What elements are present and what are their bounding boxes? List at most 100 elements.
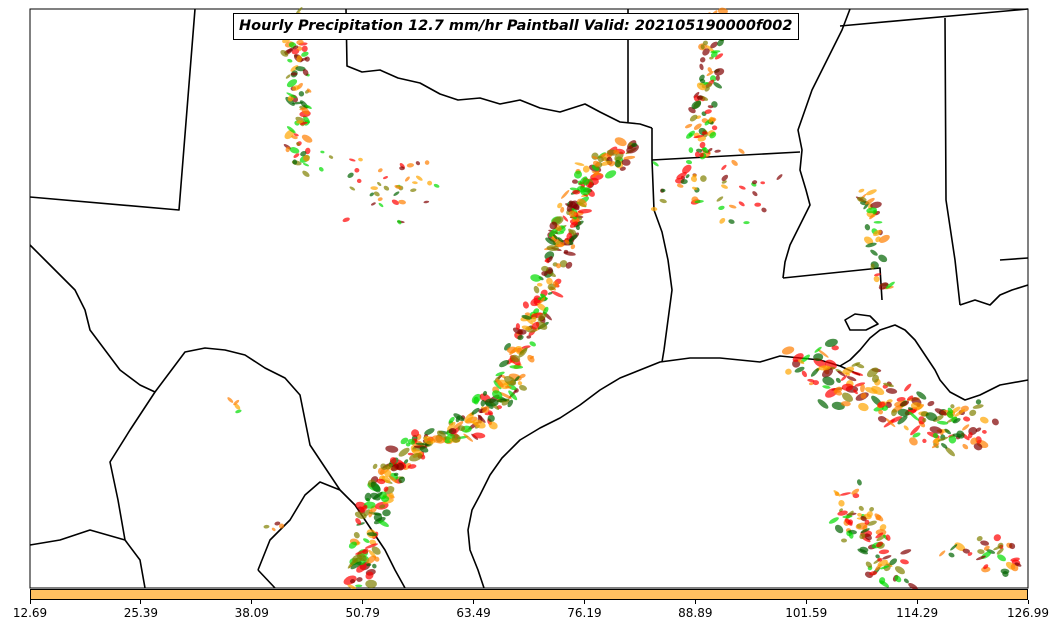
precip-blob [504,375,517,386]
precip-blob [549,221,558,230]
precip-blob [979,416,989,424]
precip-blob [684,123,693,129]
precip-blob [728,219,735,224]
precip-blob [394,184,402,190]
precip-blob [303,154,310,162]
precip-blob [304,56,310,62]
precip-blob [302,115,311,124]
precip-blob [897,415,908,425]
precip-blob [559,260,568,268]
precip-blob [941,442,948,449]
precip-blob [530,316,537,323]
precip-blob [929,426,943,434]
precip-blob [969,409,977,417]
precip-blob [423,435,434,445]
precip-blob [853,389,858,395]
precip-blob [875,532,884,539]
precip-blob [817,399,829,409]
precip-blob [233,399,240,406]
precip-blob [572,179,578,184]
precip-blob [701,131,708,135]
precip-blob [533,308,540,315]
precip-blob [592,156,598,160]
precip-blob [702,40,708,46]
precip-blob [495,379,504,388]
precip-blob [347,584,357,590]
precip-blob [574,162,585,166]
precip-blob [302,69,309,76]
precip-blob [907,407,913,411]
precip-blob [371,202,376,206]
precip-blob [349,186,356,191]
precip-blob [545,237,556,246]
precip-blob [694,151,700,158]
precip-blob [864,519,870,525]
precip-blob [708,116,714,123]
precip-blob [384,469,392,477]
precip-blob [910,402,923,410]
colorbar-tick [805,600,807,604]
precip-blob [975,399,982,405]
precip-blob [927,400,935,407]
colorbar-tick [694,600,696,604]
precip-blob [381,495,390,503]
colorbar-tick-label: 63.49 [456,606,491,620]
coastline-alabama [959,284,1029,306]
precip-blob [509,365,524,369]
precip-blob [717,7,728,15]
precip-blob [694,200,704,204]
precip-blob [291,135,298,140]
precip-blob [721,174,729,182]
precip-blob [507,399,514,408]
precip-blob [1009,542,1016,550]
precip-blob [415,442,426,446]
precip-blob [285,146,291,153]
precip-blob [828,517,839,524]
precip-blob [355,518,362,525]
precip-blob [939,550,946,557]
precip-blob [415,175,423,181]
precip-blob [797,359,805,365]
colorbar-tick [916,600,918,604]
precip-blob [710,51,718,58]
precip-blob [714,53,724,60]
precip-blob [885,388,898,394]
precip-blob [546,245,559,252]
precip-blob [865,189,877,196]
precip-blob [696,82,706,91]
precip-blob [383,486,389,492]
precip-blob [274,521,281,526]
precip-blob [536,282,543,287]
precip-blob [962,548,970,554]
precip-blob [566,232,572,240]
precip-blob [754,202,762,207]
precip-blob [950,544,958,551]
precip-blob [858,402,869,412]
precip-blob [296,120,304,124]
mexico-state-border-4 [257,569,276,589]
precip-blob [900,559,909,565]
precip-blob [400,437,409,445]
precip-blob [841,383,854,391]
precip-blob [922,417,927,423]
precip-blob [842,366,855,375]
colorbar-tick-label: 76.19 [567,606,602,620]
precip-blob [962,424,970,431]
precip-blob [342,217,350,223]
precip-blob [447,421,456,431]
precip-blob [873,221,883,224]
precip-blob [863,236,874,245]
precip-blob [302,162,310,167]
precip-blob [561,189,570,199]
precip-blob [369,192,375,197]
colorbar-tick-label: 114.29 [896,606,939,620]
precip-blob [1002,571,1009,577]
precip-blob [842,392,853,403]
precip-blob [591,171,604,176]
precip-blob [983,545,990,551]
precip-blob [817,349,829,358]
precip-blob [295,66,306,72]
precip-blob [539,296,546,304]
precip-blob [934,408,947,416]
precip-blob [909,437,918,446]
